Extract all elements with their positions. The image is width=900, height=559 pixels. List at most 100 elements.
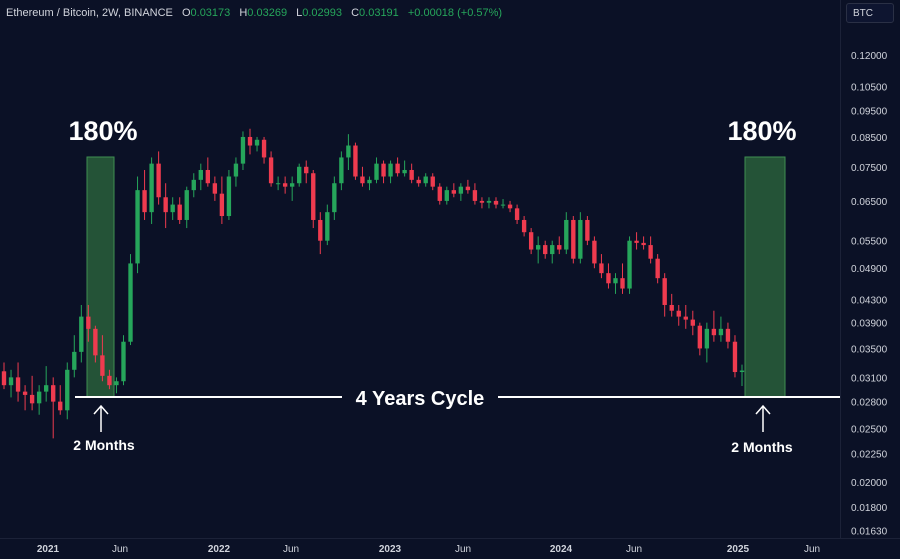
candle-body [655, 258, 660, 279]
candle-body [121, 341, 126, 382]
candle-body [72, 351, 77, 370]
candle-body [93, 328, 98, 356]
candle-body [606, 273, 611, 284]
candle-body [535, 245, 541, 250]
cycle-label: 4 Years Cycle [356, 388, 485, 410]
candle-body [592, 240, 597, 264]
candle-body [191, 179, 196, 191]
high-label: H [239, 7, 248, 19]
left-up-arrow-head [93, 404, 109, 415]
candle-body [613, 278, 618, 284]
y-tick-label: 0.02500 [851, 425, 888, 436]
candle-body [472, 190, 478, 201]
candle-body [465, 186, 471, 191]
candle-body [739, 370, 745, 373]
candle-body [528, 232, 534, 250]
candle-body [627, 240, 632, 289]
x-tick-label: Jun [804, 544, 820, 555]
candle-body [51, 385, 56, 402]
candle-body [620, 278, 625, 289]
y-tick-label: 0.02800 [851, 398, 888, 409]
time-axis[interactable] [0, 538, 900, 559]
y-tick-label: 0.03100 [851, 373, 888, 384]
candle-body [634, 240, 639, 243]
candle-body [15, 377, 21, 392]
candle-body [311, 173, 316, 220]
candle-body [268, 157, 274, 184]
x-tick-label: 2023 [379, 544, 402, 555]
left-percent-label: 180% [68, 116, 137, 146]
candle-body [683, 316, 688, 320]
x-tick-label: 2022 [208, 544, 231, 555]
candle-body [325, 212, 330, 241]
symbol-title: Ethereum / Bitcoin, 2W, BINANCE [6, 7, 173, 19]
candle-body [58, 401, 63, 411]
candle-body [543, 245, 548, 255]
y-tick-label: 0.06500 [851, 197, 888, 208]
price-axis[interactable] [840, 0, 900, 538]
candle-body [114, 381, 119, 386]
candle-body [205, 169, 211, 184]
y-tick-label: 0.02000 [851, 478, 888, 489]
x-tick-label: 2024 [550, 544, 573, 555]
candle-body [275, 183, 281, 185]
candle-body [219, 193, 225, 217]
candle-body [107, 375, 112, 386]
y-tick-label: 0.04300 [851, 295, 888, 306]
candle-body [198, 169, 203, 180]
right-duration-label: 2 Months [731, 439, 793, 455]
x-tick-label: Jun [455, 544, 471, 555]
candle-body [29, 394, 35, 404]
candle-body [318, 219, 323, 241]
candle-body [521, 219, 527, 233]
candle-body [395, 163, 400, 174]
x-tick-label: 2021 [37, 544, 60, 555]
candle-body [339, 157, 344, 184]
candle-body [247, 136, 253, 146]
right-highlight-box [744, 156, 786, 398]
candle-body [500, 204, 506, 206]
candle-body [402, 169, 407, 174]
x-tick-label: 2025 [727, 544, 750, 555]
y-tick-label: 0.03900 [851, 319, 888, 330]
candle-body [1, 371, 7, 386]
candle-body [458, 186, 464, 194]
candle-body [641, 242, 646, 246]
currency-button[interactable]: BTC [846, 3, 894, 23]
candle-body [704, 328, 710, 349]
candle-body [437, 186, 442, 201]
candle-body [304, 166, 309, 174]
candle-body [409, 169, 414, 180]
candle-body [718, 328, 724, 336]
y-tick-label: 0.04900 [851, 264, 888, 275]
candle-body [79, 316, 84, 352]
close-label: C [351, 7, 360, 19]
right-up-arrow-head [755, 404, 771, 415]
candle-body [170, 204, 175, 213]
candle-body [289, 183, 295, 187]
low-label: L [296, 7, 303, 19]
candle-body [732, 341, 738, 373]
candle-body [261, 139, 267, 158]
candle-body [297, 166, 302, 184]
candle-body [381, 163, 386, 177]
candle-body [648, 245, 653, 259]
right-percent-label: 180% [727, 116, 796, 146]
candle-body [43, 385, 49, 392]
candle-body [128, 263, 133, 342]
candle-body [142, 190, 147, 213]
y-tick-label: 0.08500 [851, 133, 888, 144]
candle-body [711, 328, 717, 336]
candle-body [282, 183, 288, 187]
candle-body [416, 179, 421, 184]
candle-body [571, 219, 576, 259]
x-tick-label: Jun [283, 544, 299, 555]
candle-body [564, 219, 569, 250]
candle-body [486, 200, 492, 203]
candle-body [226, 176, 232, 217]
candle-body [493, 200, 499, 205]
candle-body [585, 219, 590, 241]
candle-body [353, 145, 358, 177]
